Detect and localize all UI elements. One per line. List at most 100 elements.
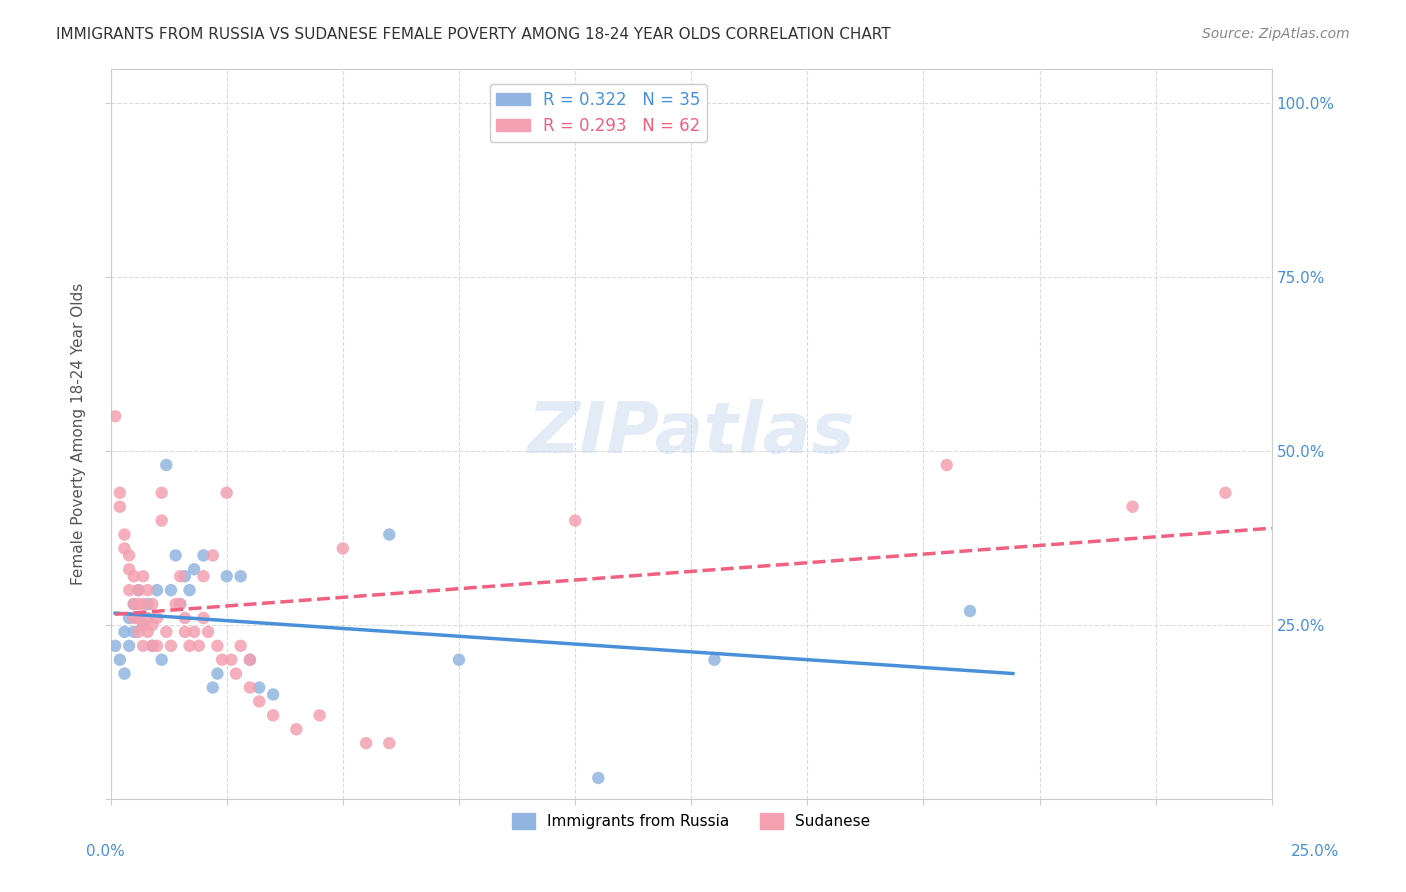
Point (108, 485, 131, 500)
Point (141, 639, 163, 653)
Point (141, 618, 163, 632)
Point (588, 771, 610, 785)
Point (247, 694, 270, 708)
Point (1122, 500, 1144, 514)
Point (229, 569, 252, 583)
Point (193, 611, 215, 625)
Point (127, 597, 149, 611)
Point (132, 618, 155, 632)
Point (114, 527, 136, 541)
Point (179, 639, 201, 653)
Point (703, 653, 725, 667)
Point (193, 569, 215, 583)
Text: Source: ZipAtlas.com: Source: ZipAtlas.com (1202, 27, 1350, 41)
Point (155, 458, 177, 472)
Point (193, 549, 215, 563)
Point (155, 624, 177, 639)
Point (262, 708, 284, 723)
Point (122, 611, 145, 625)
Point (179, 583, 201, 598)
Point (132, 639, 155, 653)
Point (146, 611, 169, 625)
Point (173, 569, 195, 583)
Point (150, 514, 173, 528)
Point (378, 736, 401, 750)
Point (207, 666, 229, 681)
Point (141, 639, 163, 653)
Point (173, 624, 195, 639)
Point (201, 681, 224, 695)
Text: ZIPatlas: ZIPatlas (527, 400, 855, 468)
Point (127, 611, 149, 625)
Legend: Immigrants from Russia, Sudanese: Immigrants from Russia, Sudanese (506, 806, 876, 835)
Text: IMMIGRANTS FROM RUSSIA VS SUDANESE FEMALE POVERTY AMONG 18-24 YEAR OLDS CORRELAT: IMMIGRANTS FROM RUSSIA VS SUDANESE FEMAL… (56, 27, 891, 42)
Point (150, 653, 173, 667)
Point (201, 549, 224, 563)
Point (108, 653, 131, 667)
Point (564, 514, 586, 528)
Point (118, 562, 141, 576)
Point (211, 653, 233, 667)
Point (114, 624, 136, 639)
Point (122, 597, 145, 611)
Point (160, 639, 183, 653)
Point (354, 736, 377, 750)
Point (122, 624, 145, 639)
Point (132, 618, 155, 632)
Point (247, 681, 270, 695)
Point (1215, 485, 1237, 500)
Point (173, 611, 195, 625)
Point (225, 666, 247, 681)
Point (207, 639, 229, 653)
Point (122, 569, 145, 583)
Point (136, 583, 159, 598)
Point (150, 485, 173, 500)
Point (118, 611, 141, 625)
Point (118, 639, 141, 653)
Point (183, 562, 205, 576)
Point (239, 653, 262, 667)
Point (127, 624, 149, 639)
Point (108, 500, 131, 514)
Point (215, 485, 238, 500)
Point (114, 541, 136, 556)
Point (132, 597, 155, 611)
Point (127, 611, 149, 625)
Point (104, 409, 127, 424)
Point (183, 624, 205, 639)
Point (118, 583, 141, 598)
Point (378, 527, 401, 541)
Point (169, 597, 191, 611)
Point (239, 681, 262, 695)
Point (169, 569, 191, 583)
Point (308, 708, 330, 723)
Point (447, 653, 470, 667)
Point (146, 639, 169, 653)
Point (169, 597, 191, 611)
Point (136, 611, 159, 625)
Point (136, 597, 159, 611)
Point (215, 569, 238, 583)
Y-axis label: Female Poverty Among 18-24 Year Olds: Female Poverty Among 18-24 Year Olds (72, 283, 86, 585)
Point (935, 458, 957, 472)
Point (146, 583, 169, 598)
Point (114, 666, 136, 681)
Point (959, 604, 981, 618)
Point (127, 583, 149, 598)
Point (187, 639, 209, 653)
Point (122, 597, 145, 611)
Point (221, 653, 243, 667)
Point (104, 639, 127, 653)
Point (165, 597, 187, 611)
Point (197, 624, 219, 639)
Point (160, 583, 183, 598)
Point (239, 653, 262, 667)
Point (141, 597, 163, 611)
Point (132, 569, 155, 583)
Text: 25.0%: 25.0% (1291, 845, 1339, 859)
Text: 0.0%: 0.0% (86, 845, 125, 859)
Point (229, 639, 252, 653)
Point (165, 549, 187, 563)
Point (332, 541, 354, 556)
Point (285, 723, 308, 737)
